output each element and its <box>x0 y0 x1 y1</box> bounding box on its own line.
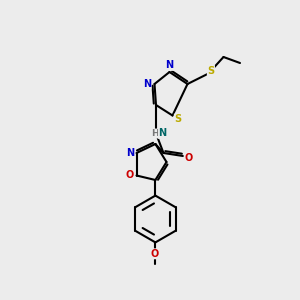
Text: S: S <box>174 114 182 124</box>
Text: N: N <box>165 60 174 70</box>
Text: N: N <box>158 128 167 139</box>
Text: O: O <box>126 170 134 181</box>
Text: N: N <box>143 79 151 89</box>
Text: H: H <box>151 129 158 138</box>
Text: S: S <box>207 65 214 76</box>
Text: O: O <box>184 153 193 164</box>
Text: N: N <box>126 148 134 158</box>
Text: O: O <box>151 249 159 259</box>
